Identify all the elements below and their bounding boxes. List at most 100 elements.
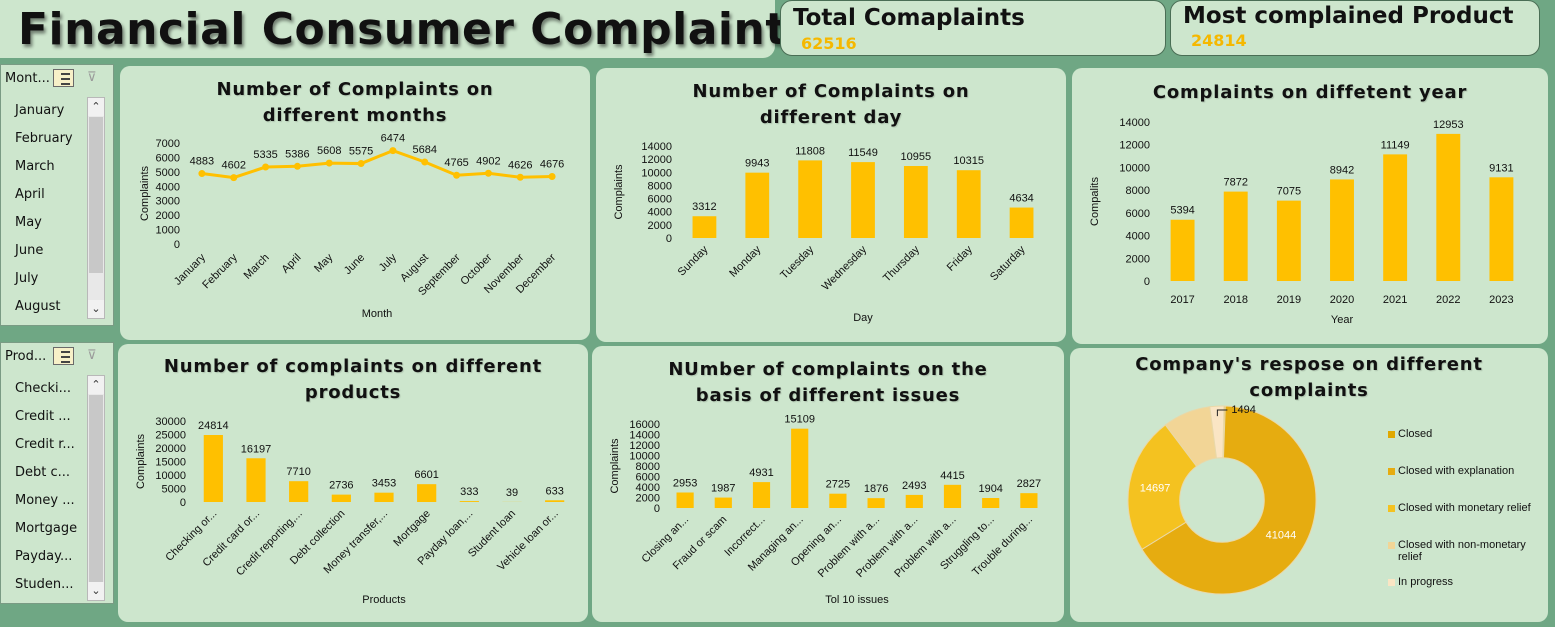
data-label: 41044 [1266, 529, 1297, 541]
bar [714, 497, 732, 508]
data-label: 4902 [476, 155, 500, 167]
x-tick-label: May [312, 251, 336, 275]
y-tick-label: 0 [654, 503, 660, 515]
data-label: 4626 [508, 159, 532, 171]
slicer-item[interactable]: Studen... [15, 577, 74, 592]
bar [1223, 191, 1248, 281]
y-tick-label: 6000 [636, 472, 660, 484]
y-tick-label: 10000 [641, 167, 672, 179]
x-tick-label: April [279, 252, 303, 276]
scroll-down-icon[interactable]: ⌄ [88, 300, 104, 318]
y-axis-label: Compalits [1089, 177, 1101, 226]
slicer-items: January February March April May June July Augu… [1, 97, 85, 321]
data-label: 4415 [940, 470, 964, 482]
months-chart-panel: Number of Complaints on different months… [120, 66, 590, 340]
slicer-item[interactable]: Payday... [15, 549, 73, 564]
multi-select-icon[interactable] [53, 69, 74, 87]
slicer-item[interactable]: Mortgage [15, 521, 78, 536]
scroll-thumb[interactable] [89, 395, 103, 583]
issues-chart-panel: NUmber of complaints on the basis of dif… [592, 346, 1064, 622]
data-point [293, 162, 301, 170]
bar [982, 498, 1000, 508]
slicer-item[interactable]: January [15, 103, 65, 118]
x-tick-label: Sunday [676, 243, 711, 278]
slicer-item[interactable]: Checki... [15, 381, 71, 396]
y-tick-label: 2000 [1126, 253, 1150, 265]
product-slicer[interactable]: Prod... ⊽ Checki... Credit ... Credit r...… [0, 342, 114, 604]
y-tick-label: 4000 [648, 207, 672, 219]
bar [331, 494, 351, 502]
y-tick-label: 14000 [629, 430, 660, 442]
bar [943, 484, 962, 508]
legend-label: Closed [1398, 428, 1433, 440]
slicer-item[interactable]: Credit ... [15, 409, 71, 424]
slicer-item[interactable]: February [15, 131, 73, 146]
kpi-total-label: Total Comaplaints [793, 5, 1025, 31]
bar [1009, 207, 1034, 238]
y-tick-label: 2000 [636, 493, 660, 505]
x-tick-label: Wednesday [820, 243, 870, 293]
slicer-item[interactable]: April [15, 187, 45, 202]
clear-filter-icon[interactable]: ⊽ [87, 70, 97, 85]
data-point [421, 158, 429, 166]
scroll-up-icon[interactable]: ⌃ [88, 376, 104, 394]
y-tick-label: 2000 [648, 220, 672, 232]
y-tick-label: 4000 [636, 482, 660, 494]
y-tick-label: 0 [1144, 276, 1150, 288]
donut-slice [1209, 405, 1225, 459]
data-label: 1987 [711, 483, 735, 495]
slicer-item[interactable]: March [15, 159, 55, 174]
kpi-total-complaints: Total Comaplaints 62516 [780, 0, 1166, 56]
slicer-item[interactable]: July [15, 271, 39, 286]
y-tick-label: 12000 [1119, 140, 1150, 152]
slicer-item[interactable]: May [15, 215, 42, 230]
slicer-items: Checki... Credit ... Credit r... Debt c... M… [1, 375, 85, 599]
x-axis-label: Products [362, 594, 406, 606]
y-tick-label: 15000 [155, 457, 186, 469]
data-label: 10955 [901, 151, 932, 163]
slicer-item[interactable]: Money ... [15, 493, 75, 508]
chart-title: Complaints on diffetent year [1152, 82, 1468, 103]
y-tick-label: 12000 [629, 440, 660, 452]
month-slicer[interactable]: Mont... ⊽ January February March April May Ju… [0, 64, 114, 326]
x-tick-label: Tuesday [778, 243, 816, 281]
data-label: 333 [460, 486, 478, 498]
legend-item: In progress [1388, 576, 1548, 613]
data-label: 3453 [372, 478, 396, 490]
x-tick-label: 2018 [1223, 294, 1247, 306]
scroll-thumb[interactable] [89, 117, 103, 273]
data-label: 5575 [349, 146, 373, 158]
slicer-scrollbar[interactable]: ⌃ ⌄ [87, 97, 105, 319]
data-label: 5386 [285, 148, 309, 160]
y-tick-label: 30000 [155, 416, 186, 428]
bar [1330, 179, 1354, 281]
slicer-item[interactable]: Debt c... [15, 465, 71, 480]
scroll-down-icon[interactable]: ⌄ [88, 582, 104, 600]
slicer-item[interactable]: Credit r... [15, 437, 75, 452]
slicer-scrollbar[interactable]: ⌃ ⌄ [87, 375, 105, 601]
data-label: 7872 [1223, 177, 1247, 189]
data-point [325, 159, 333, 167]
clear-filter-icon[interactable]: ⊽ [87, 348, 97, 363]
y-axis-label: Complaints [613, 164, 625, 220]
slicer-item[interactable]: August [15, 299, 61, 314]
y-tick-label: 0 [180, 497, 186, 509]
bar [956, 170, 981, 238]
chart-title: NUmber of complaints on the basis of dif… [668, 359, 988, 406]
x-tick-label: Saturday [988, 243, 1028, 283]
kpi-most-complained-product: Most complained Product 24814 [1170, 0, 1540, 56]
y-axis-label: Complaints [139, 165, 151, 221]
donut-slice [1141, 405, 1317, 595]
y-tick-label: 4000 [156, 181, 180, 193]
response-chart-panel: Company's respose on different complaint… [1070, 348, 1548, 622]
legend-label: Closed with monetary relief [1398, 502, 1531, 514]
multi-select-icon[interactable] [53, 347, 74, 365]
data-label: 5608 [317, 145, 341, 157]
y-tick-label: 25000 [155, 430, 186, 442]
y-tick-label: 20000 [155, 443, 186, 455]
scroll-up-icon[interactable]: ⌃ [88, 98, 104, 116]
bar [745, 172, 770, 238]
x-tick-label: Mortgage [391, 508, 432, 549]
slicer-item[interactable]: June [15, 243, 44, 258]
